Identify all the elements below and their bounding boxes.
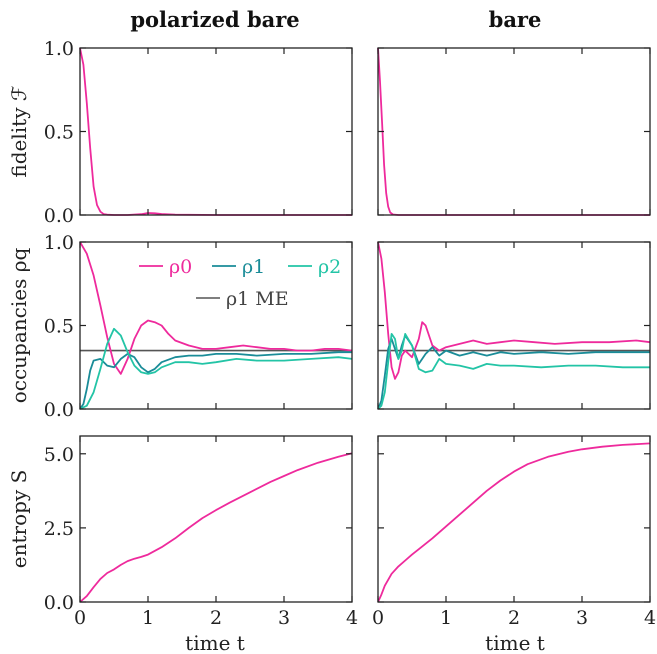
series-line-rho1	[377, 334, 650, 410]
x-tick-label: 2	[508, 607, 520, 629]
y-tick-label: 0.0	[44, 592, 74, 614]
panel-0-0: 0.0 0.5 1.0 fidelity ℱ	[7, 38, 353, 227]
plot-frame	[79, 241, 353, 410]
y-axis-label: fidelity ℱ	[7, 85, 31, 177]
series-line-rho2	[377, 332, 650, 410]
column-title-bare: bare	[489, 7, 542, 32]
y-tick-label: 0.0	[44, 399, 74, 421]
y-tick-label: 1.0	[44, 232, 74, 254]
legend-label-rho0: ρ0	[169, 256, 192, 278]
series-line-rho0	[79, 452, 353, 603]
x-tick-label: 0	[372, 607, 384, 629]
plot-frame	[79, 435, 353, 603]
y-tick-label: 0.0	[44, 205, 74, 227]
series-line-rho0	[79, 241, 353, 375]
panels: 0.0 0.5 1.0 fidelity ℱ 0.0 0.5 1.0 occupancies …	[7, 38, 656, 629]
x-axis-label-left: time t	[185, 631, 245, 654]
x-tick-label: 2	[210, 607, 222, 629]
series-line-rho0	[377, 47, 650, 216]
plot-frame	[79, 47, 353, 216]
series-line-rho0	[377, 241, 651, 380]
series-line-rho1	[79, 351, 352, 410]
x-tick-label: 4	[346, 607, 358, 629]
y-tick-label: 2.5	[44, 518, 74, 540]
column-title-polarized-bare: polarized bare	[130, 7, 299, 32]
plot-frame	[377, 435, 651, 603]
x-tick-label: 0	[74, 607, 86, 629]
y-axis-label: occupancies ρq	[7, 248, 31, 404]
panel-0-1	[377, 47, 651, 216]
y-axis-label: entropy S	[7, 470, 31, 569]
x-axis-label-right: time t	[485, 631, 545, 654]
plot-frame	[377, 241, 651, 410]
panel-1-1	[377, 241, 651, 410]
panel-2-1: 0 1 2 3 4	[372, 435, 656, 629]
x-tick-label: 3	[278, 607, 290, 629]
y-tick-label: 1.0	[44, 38, 74, 60]
panel-2-0: 0 1 2 3 4 0.0 2.5 5.0 entropy S	[7, 435, 358, 629]
legend-label-rho2: ρ2	[318, 256, 341, 278]
legend-label-me: ρ1 ME	[226, 288, 289, 310]
y-tick-label: 5.0	[44, 444, 74, 466]
y-tick-label: 0.5	[44, 316, 74, 338]
legend: ρ0 ρ1 ρ2 ρ1 ME	[139, 256, 341, 310]
x-tick-label: 1	[440, 607, 452, 629]
x-tick-label: 1	[142, 607, 154, 629]
x-tick-label: 3	[576, 607, 588, 629]
legend-label-rho1: ρ1	[242, 256, 265, 278]
x-tick-label: 4	[644, 607, 656, 629]
y-tick-label: 0.5	[44, 122, 74, 144]
plot-frame	[377, 47, 651, 216]
panel-1-0: 0.0 0.5 1.0 occupancies ρq	[7, 232, 353, 421]
series-line-rho0	[79, 47, 352, 216]
series-line-rho2	[79, 327, 353, 410]
series-line-rho0	[377, 442, 651, 603]
